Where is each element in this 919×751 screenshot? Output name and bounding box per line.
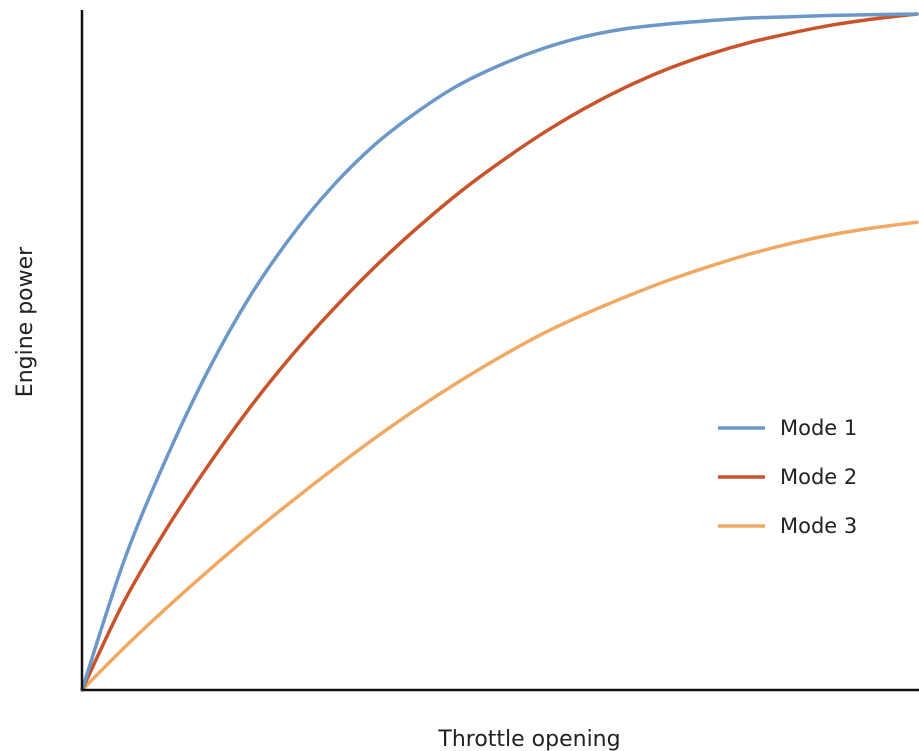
legend-label-mode-1: Mode 1: [780, 416, 857, 440]
series-line-mode-1: [80, 12, 919, 692]
plot-area: [80, 12, 919, 692]
series-line-mode-3: [80, 220, 919, 692]
legend-label-mode-3: Mode 3: [780, 514, 857, 538]
y-axis-label: Engine power: [13, 246, 38, 397]
series-line-mode-2: [80, 12, 919, 692]
legend: Mode 1 Mode 2 Mode 3: [718, 416, 857, 538]
legend-label-mode-2: Mode 2: [780, 465, 857, 489]
x-axis-label: Throttle opening: [437, 727, 620, 751]
